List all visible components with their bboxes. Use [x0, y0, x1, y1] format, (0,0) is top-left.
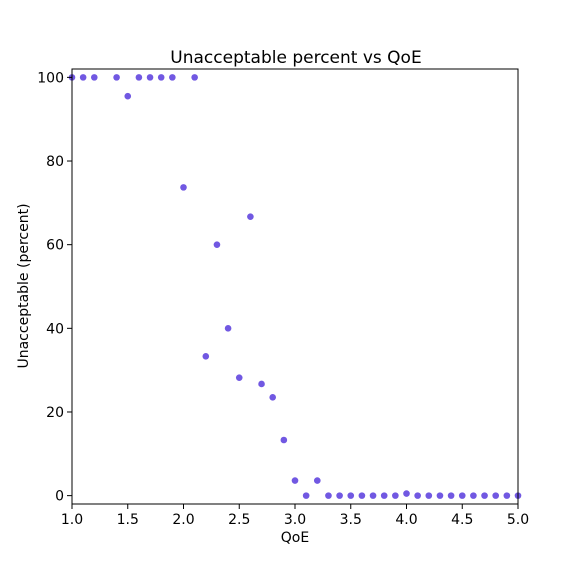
x-tick-label: 4.0: [395, 512, 417, 528]
x-tick-label: 2.0: [172, 512, 194, 528]
y-axis-ticks: 0 20 40 60 80 100: [37, 70, 72, 505]
data-point: [447, 492, 455, 499]
data-point: [79, 74, 87, 81]
data-point: [470, 492, 477, 499]
y-tick-label: 40: [46, 321, 64, 337]
data-point: [492, 492, 500, 499]
data-point: [224, 325, 232, 332]
x-tick-label: 4.5: [451, 512, 473, 528]
chart-title: Unacceptable percent vs QoE: [170, 48, 421, 68]
data-point: [336, 492, 343, 499]
data-point: [481, 492, 488, 499]
data-point: [302, 492, 310, 499]
data-point: [414, 492, 421, 499]
data-point: [169, 74, 176, 81]
data-point: [392, 492, 399, 499]
data-point: [369, 492, 377, 499]
data-point: [258, 380, 265, 388]
data-point: [191, 74, 198, 81]
x-tick-label: 1.5: [117, 512, 139, 528]
data-point: [291, 477, 299, 484]
y-tick-label: 60: [46, 238, 64, 254]
plot-frame: [71, 68, 519, 505]
x-tick-label: 2.5: [228, 512, 250, 528]
data-point: [235, 374, 243, 381]
data-point: [269, 394, 277, 401]
data-point: [135, 74, 143, 81]
x-tick-label: 3.5: [340, 512, 362, 528]
data-point: [436, 492, 444, 499]
data-point: [503, 492, 511, 499]
data-point: [124, 92, 132, 100]
data-point: [358, 492, 366, 499]
data-point: [213, 241, 221, 248]
x-tick-label: 3.0: [284, 512, 306, 528]
data-point: [247, 213, 254, 220]
data-point: [314, 477, 321, 484]
y-axis-label: Unacceptable (percent): [16, 203, 32, 368]
data-point: [146, 74, 154, 81]
data-point: [202, 353, 210, 360]
x-axis-ticks: 1.0 1.5 2.0 2.5 3.0 3.5 4.0 4.5 5.0: [61, 504, 529, 528]
data-point: [180, 184, 187, 191]
y-tick-label: 80: [46, 154, 64, 170]
data-point: [91, 74, 98, 81]
data-point: [425, 492, 433, 499]
data-point: [403, 490, 410, 497]
data-point: [325, 492, 332, 499]
y-tick-label: 100: [37, 70, 64, 86]
data-point: [347, 492, 355, 499]
data-point: [458, 492, 466, 499]
data-points: [68, 74, 522, 499]
data-point: [280, 436, 288, 444]
y-tick-label: 0: [55, 489, 64, 505]
x-tick-label: 1.0: [61, 512, 83, 528]
data-point: [113, 74, 120, 81]
y-tick-label: 20: [46, 405, 64, 421]
data-point: [157, 74, 165, 81]
x-tick-label: 5.0: [507, 512, 529, 528]
x-axis-label: QoE: [281, 530, 309, 546]
data-point: [380, 492, 388, 499]
